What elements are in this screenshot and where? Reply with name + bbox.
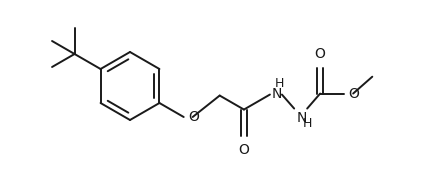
Text: O: O [239,143,249,157]
Text: N: N [296,111,307,125]
Text: O: O [348,87,359,101]
Text: N: N [272,87,282,101]
Text: O: O [189,110,200,124]
Text: H: H [303,117,312,130]
Text: O: O [315,47,326,61]
Text: H: H [275,77,285,90]
